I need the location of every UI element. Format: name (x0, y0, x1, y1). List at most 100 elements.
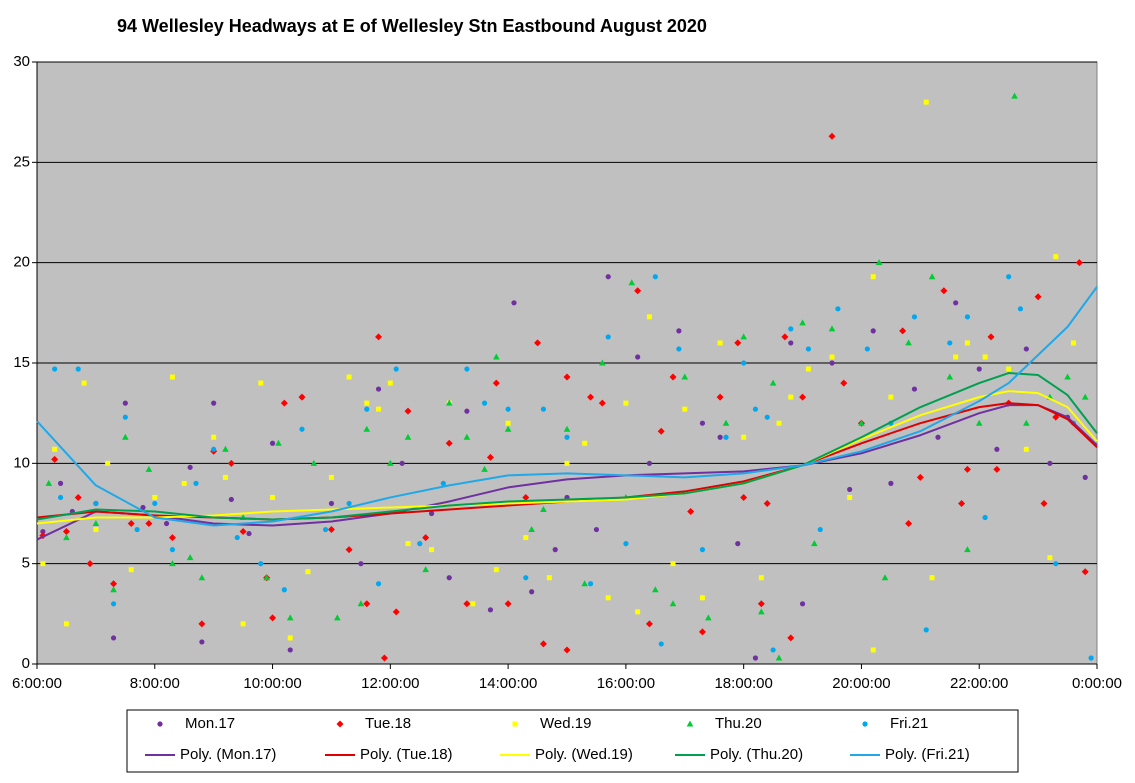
point (57, 494, 64, 501)
point (86, 560, 94, 568)
point (1017, 306, 1024, 312)
point (52, 446, 58, 452)
point (227, 459, 235, 467)
point (40, 528, 46, 535)
point (975, 419, 983, 426)
point (346, 374, 352, 380)
point (345, 546, 353, 554)
point (563, 373, 571, 381)
point (593, 526, 600, 533)
point (539, 640, 547, 648)
x-tick-label: 6:00:00 (12, 675, 62, 692)
point (481, 400, 488, 406)
point (193, 480, 199, 486)
point (599, 359, 606, 366)
point (758, 575, 764, 581)
point (582, 440, 588, 446)
point (529, 589, 535, 595)
point (181, 480, 187, 486)
point (646, 314, 652, 320)
point (788, 394, 794, 400)
point (198, 620, 206, 628)
point (328, 474, 334, 480)
point (1047, 460, 1053, 466)
y-tick-label: 15 (13, 354, 30, 371)
point (652, 586, 659, 593)
point (1006, 366, 1012, 372)
point (987, 333, 995, 341)
point (240, 621, 246, 627)
point (505, 420, 511, 426)
point (652, 274, 658, 280)
point (152, 494, 158, 500)
point (110, 635, 117, 641)
point (563, 646, 571, 654)
point (669, 373, 677, 381)
point (1082, 474, 1088, 480)
point (346, 500, 352, 507)
legend-marker (336, 720, 344, 728)
point (899, 327, 907, 335)
point (440, 480, 446, 486)
point (828, 325, 836, 332)
point (645, 620, 653, 628)
point (375, 581, 382, 587)
point (1070, 340, 1076, 346)
y-tick-label: 20 (13, 254, 30, 271)
point (888, 394, 894, 400)
point (1047, 555, 1053, 561)
point (105, 460, 111, 466)
point (110, 580, 118, 588)
point (916, 473, 924, 481)
point (446, 575, 452, 581)
point (905, 520, 913, 528)
point (1053, 254, 1059, 260)
point (870, 647, 876, 653)
point (310, 459, 318, 466)
point (757, 600, 765, 608)
point (263, 574, 270, 581)
point (1040, 499, 1048, 507)
point (705, 614, 712, 621)
point (964, 314, 971, 320)
point (964, 340, 970, 346)
point (464, 408, 470, 414)
point (994, 446, 1000, 452)
point (1006, 274, 1012, 280)
point (463, 433, 471, 440)
point (211, 446, 217, 452)
point (735, 541, 741, 547)
point (699, 547, 706, 553)
point (269, 614, 277, 622)
point (228, 496, 234, 503)
point (528, 526, 535, 533)
point (923, 99, 929, 105)
point (62, 528, 70, 536)
point (628, 279, 636, 286)
point (799, 393, 807, 401)
point (364, 406, 370, 412)
point (1023, 446, 1029, 452)
point (186, 554, 194, 561)
point (905, 339, 912, 346)
point (788, 340, 794, 346)
x-tick-label: 10:00:00 (243, 675, 301, 692)
point (605, 274, 611, 280)
point (587, 393, 595, 401)
legend-label: Poly. (Wed.19) (535, 746, 633, 763)
point (187, 464, 193, 470)
point (493, 353, 500, 360)
legend-label: Poly. (Mon.17) (180, 746, 276, 763)
point (646, 460, 653, 466)
point (375, 333, 383, 341)
point (140, 504, 146, 511)
point (75, 366, 81, 372)
point (470, 601, 476, 607)
point (152, 500, 158, 507)
x-tick-label: 8:00:00 (130, 675, 180, 692)
point (799, 601, 806, 607)
y-tick-label: 30 (13, 53, 30, 70)
point (399, 460, 405, 466)
point (870, 274, 876, 280)
point (486, 453, 494, 461)
